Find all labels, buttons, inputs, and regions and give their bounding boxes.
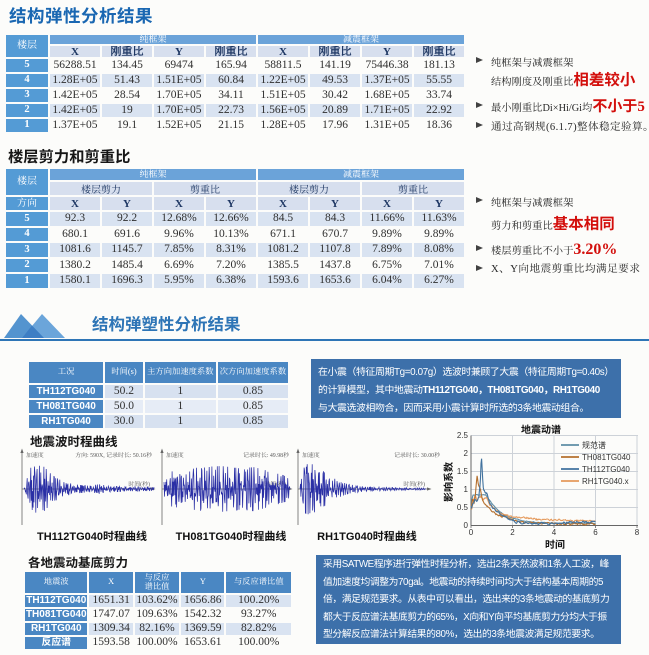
svg-text:记录时长: 30.00秒: 记录时长: 30.00秒 <box>394 450 441 459</box>
svg-text:2: 2 <box>464 449 469 458</box>
svg-text:规范谱: 规范谱 <box>582 440 606 450</box>
svg-text:4: 4 <box>552 528 557 537</box>
svg-text:2: 2 <box>510 528 515 537</box>
svg-text:时间(秒): 时间(秒) <box>128 479 150 488</box>
svg-text:TH081TG040: TH081TG040 <box>582 453 631 462</box>
svg-text:加速度: 加速度 <box>26 450 44 459</box>
svg-text:加速度: 加速度 <box>302 450 320 459</box>
svg-text:6: 6 <box>593 528 598 537</box>
svg-text:影响系数: 影响系数 <box>440 462 455 502</box>
svg-text:0: 0 <box>464 521 469 530</box>
svg-text:1.5: 1.5 <box>457 467 469 476</box>
svg-text:TH112TG040: TH112TG040 <box>582 465 630 474</box>
svg-text:1: 1 <box>464 485 469 494</box>
svg-text:记录时长: 49.98秒: 记录时长: 49.98秒 <box>243 450 290 459</box>
svg-text:8: 8 <box>635 528 640 537</box>
svg-text:方向: 590X, 记录时长: 50.16秒: 方向: 590X, 记录时长: 50.16秒 <box>75 450 153 459</box>
svg-text:RH1TG040.x: RH1TG040.x <box>582 477 629 486</box>
svg-text:时间(秒): 时间(秒) <box>403 479 425 488</box>
svg-text:2.5: 2.5 <box>457 431 469 440</box>
svg-text:0.5: 0.5 <box>457 503 469 512</box>
svg-text:地震动谱: 地震动谱 <box>521 424 561 436</box>
svg-text:时间: 时间 <box>545 536 565 551</box>
svg-text:加速度: 加速度 <box>166 450 184 459</box>
svg-text:0: 0 <box>469 528 474 537</box>
